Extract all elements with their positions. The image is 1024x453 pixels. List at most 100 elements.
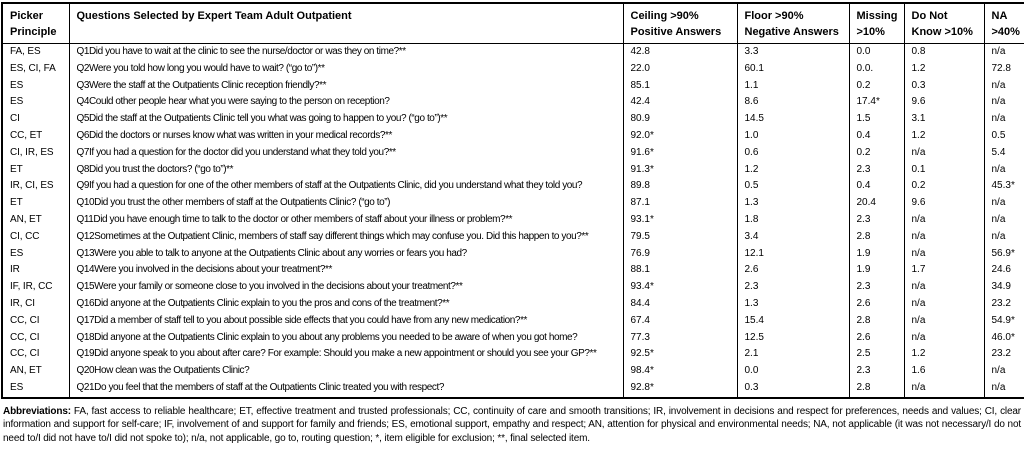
missing-cell: 2.8 [848,228,905,246]
table-row: IF, IR, CC Q15Were your family or someon… [1,279,1024,296]
missing-cell: 2.5 [848,346,905,364]
ceiling-cell: 91.3* [622,161,738,179]
principle-cell: ET [1,161,70,179]
do-not-know-cell: n/a [903,329,985,347]
na-cell: 45.3* [983,178,1024,196]
missing-cell: 0.2 [848,77,905,95]
na-cell: n/a [983,363,1024,380]
principle-cell: ES [1,245,70,263]
table-row: ES Q21Do you feel that the members of st… [1,379,1024,398]
table-row: CI, CC Q12Sometimes at the Outpatient Cl… [1,228,1024,246]
question-cell: Q4Could other people hear what you were … [68,94,624,112]
missing-cell: 2.6 [848,295,905,313]
question-cell: Q13Were you able to talk to anyone at th… [68,245,624,263]
table-row: CI Q5Did the staff at the Outpatients Cl… [1,111,1024,128]
ceiling-cell: 77.3 [622,329,738,347]
ceiling-cell: 42.4 [622,94,738,112]
do-not-know-cell: n/a [903,228,985,246]
principle-cell: AN, ET [1,363,70,380]
na-cell: n/a [983,195,1024,212]
question-cell: Q19Did anyone speak to you about after c… [68,346,624,364]
principle-cell: CI [1,111,70,128]
table-row: IR Q14Were you involved in the decisions… [1,262,1024,280]
floor-cell: 0.0 [736,363,850,380]
ceiling-cell: 93.1* [622,211,738,229]
missing-cell: 2.3 [848,363,905,380]
na-cell: 34.9 [983,279,1024,296]
na-cell: 72.8 [983,60,1024,78]
table-row: CC, CI Q19Did anyone speak to you about … [1,346,1024,364]
ceiling-cell: 79.5 [622,228,738,246]
principle-cell: IR, CI [1,295,70,313]
header-row: Picker Principle Questions Selected by E… [1,3,1024,44]
ceiling-cell: 92.8* [622,379,738,398]
table-row: ES, CI, FA Q2Were you told how long you … [1,60,1024,78]
principle-cell: CI, CC [1,228,70,246]
na-cell: 46.0* [983,329,1024,347]
floor-cell: 12.1 [736,245,850,263]
missing-cell: 2.6 [848,329,905,347]
missing-cell: 0.4 [848,178,905,196]
na-cell: n/a [983,211,1024,229]
floor-cell: 2.1 [736,346,850,364]
table-row: CC, ET Q6Did the doctors or nurses know … [1,127,1024,145]
ceiling-cell: 91.6* [622,144,738,162]
ceiling-cell: 98.4* [622,363,738,380]
table-row: ES Q13Were you able to talk to anyone at… [1,245,1024,263]
floor-cell: 60.1 [736,60,850,78]
table-row: ES Q3Were the staff at the Outpatients C… [1,77,1024,95]
principle-cell: CC, CI [1,346,70,364]
principle-cell: IF, IR, CC [1,279,70,296]
header-line: Do Not [911,10,948,22]
missing-cell: 0.0 [848,43,905,61]
missing-cell: 1.5 [848,111,905,128]
do-not-know-cell: n/a [903,211,985,229]
question-cell: Q9If you had a question for one of the o… [68,178,624,196]
do-not-know-cell: n/a [903,279,985,296]
header-line: Principle [10,26,57,38]
floor-cell: 3.3 [736,43,850,61]
ceiling-cell: 76.9 [622,245,738,263]
floor-cell: 1.3 [736,195,850,212]
question-cell: Q5Did the staff at the Outpatients Clini… [68,111,624,128]
floor-cell: 1.1 [736,77,850,95]
floor-cell: 0.5 [736,178,850,196]
question-cell: Q18Did anyone at the Outpatients Clinic … [68,329,624,347]
header-line: >10% [856,26,885,38]
question-cell: Q7If you had a question for the doctor d… [68,144,624,162]
ceiling-cell: 93.4* [622,279,738,296]
missing-cell: 2.3 [848,211,905,229]
na-cell: n/a [983,43,1024,61]
na-cell: n/a [983,161,1024,179]
do-not-know-cell: 1.2 [903,127,985,145]
ceiling-cell: 67.4 [622,312,738,330]
missing-cell: 2.3 [848,279,905,296]
na-cell: 5.4 [983,144,1024,162]
question-cell: Q14Were you involved in the decisions ab… [68,262,624,280]
question-cell: Q21Do you feel that the members of staff… [68,379,624,398]
abbreviations-footnote: Abbreviations: FA, fast access to reliabl… [3,405,1021,445]
do-not-know-cell: 1.7 [903,262,985,280]
do-not-know-cell: 9.6 [903,195,985,212]
question-cell: Q10Did you trust the other members of st… [68,195,624,212]
missing-cell: 20.4 [848,195,905,212]
header-line: Positive Answers [630,26,722,38]
floor-cell: 2.3 [736,279,850,296]
table-row: IR, CI Q16Did anyone at the Outpatients … [1,295,1024,313]
ceiling-cell: 92.5* [622,346,738,364]
principle-cell: ES, CI, FA [1,60,70,78]
column-header-questions: Questions Selected by Expert Team Adult … [68,3,624,44]
principle-cell: FA, ES [1,43,70,61]
ceiling-cell: 22.0 [622,60,738,78]
principle-cell: ES [1,94,70,112]
question-cell: Q20How clean was the Outpatients Clinic? [68,363,624,380]
principle-cell: CC, ET [1,127,70,145]
principle-cell: ES [1,379,70,398]
na-cell: 23.2 [983,295,1024,313]
missing-cell: 0.4 [848,127,905,145]
column-header-missing: Missing >10% [848,3,905,44]
table-row: CC, CI Q17Did a member of staff tell to … [1,312,1024,330]
table-row: ET Q10Did you trust the other members of… [1,195,1024,212]
header-line: Picker [10,10,44,22]
na-cell: n/a [983,94,1024,112]
